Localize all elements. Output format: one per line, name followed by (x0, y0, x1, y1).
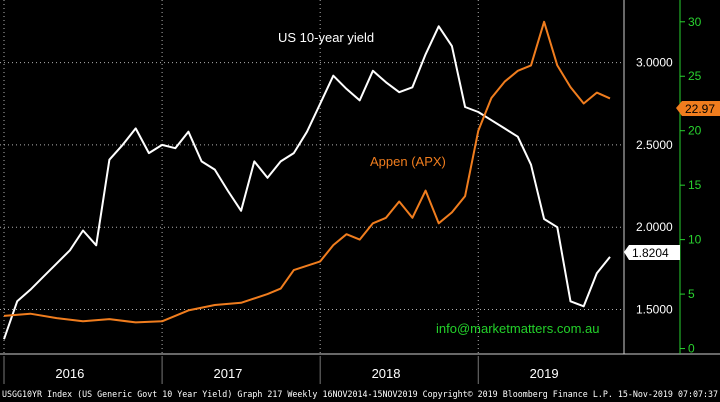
right-axis: 0 5 10 15 20 25 30 (679, 0, 702, 356)
year-label: 2019 (530, 366, 559, 381)
year-label: 2016 (55, 366, 84, 381)
white-last-value: 1.8204 (632, 246, 669, 260)
us10-label: US 10-year yield (278, 30, 374, 45)
us10-yield-line (3, 25, 611, 340)
right-tick-label: 0 (688, 342, 695, 356)
white-last-value-badge: 1.8204 (624, 245, 680, 260)
left-tick-label: 2.5000 (636, 138, 673, 152)
left-tick-label: 2.0000 (636, 220, 673, 234)
left-tick-label: 1.5000 (636, 303, 673, 317)
contact-email: info@marketmatters.com.au (436, 321, 599, 336)
orange-last-value: 22.97 (685, 102, 715, 116)
right-tick-label: 20 (688, 124, 702, 138)
year-label: 2018 (372, 366, 401, 381)
right-tick-label: 30 (688, 15, 702, 29)
orange-last-value-badge: 22.97 (676, 101, 720, 116)
footer-text: USGG10YR Index (US Generic Govt 10 Year … (2, 390, 718, 400)
right-tick-label: 25 (688, 69, 702, 83)
right-tick-label: 5 (688, 287, 695, 301)
series-layer (3, 20, 611, 340)
footer-background (0, 384, 720, 402)
x-axis: 2016 2017 2018 2019 (3, 356, 559, 384)
right-tick-label: 10 (688, 233, 702, 247)
appen-label: Appen (APX) (370, 154, 446, 169)
left-axis: 1.5000 2.0000 2.5000 3.0000 (636, 56, 673, 317)
grid (0, 0, 624, 354)
right-tick-label: 15 (688, 178, 702, 192)
year-label: 2017 (213, 366, 242, 381)
appen-price-line (3, 20, 611, 324)
left-tick-label: 3.0000 (636, 56, 673, 70)
